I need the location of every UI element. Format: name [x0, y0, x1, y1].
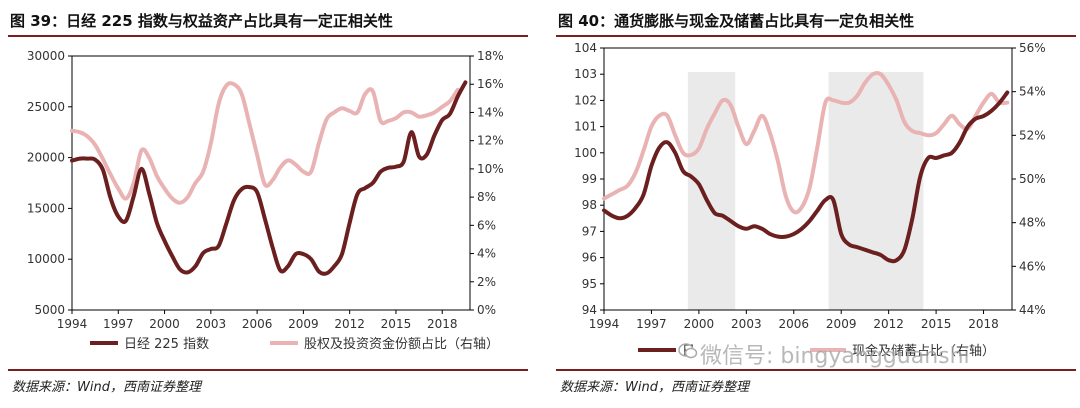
- figure-40-bottom-rule: [556, 369, 1076, 371]
- left-axis-tick-label: 20000: [27, 151, 65, 165]
- left-axis-tick-label: 5000: [34, 303, 65, 317]
- left-axis-tick-label: 100: [574, 146, 597, 160]
- x-axis-tick-label: 1994: [57, 317, 88, 331]
- left-axis-tick-label: 95: [582, 277, 597, 291]
- right-axis-tick-label: 10%: [477, 162, 504, 176]
- right-axis-tick-label: 54%: [1019, 85, 1046, 99]
- x-axis-tick-label: 2015: [921, 317, 952, 331]
- figure-39-source: 数据来源：Wind，西南证券整理: [12, 380, 201, 395]
- left-axis-tick-label: 101: [574, 120, 597, 134]
- x-axis-tick-label: 2012: [334, 317, 365, 331]
- figure-40-panel: 图 40：通货膨胀与现金及储蓄占比具有一定负相关性 94 95 96 97 98 99 10…: [548, 0, 1080, 408]
- left-axis-tick-label: 98: [582, 198, 597, 212]
- right-axis-tick-label: 46%: [1019, 259, 1046, 273]
- figure-40-title: 图 40：通货膨胀与现金及储蓄占比具有一定负相关性: [558, 12, 915, 30]
- figure-39-bottom-rule: [8, 369, 528, 371]
- series-line-1: [70, 81, 460, 205]
- series-line-0: [602, 90, 1010, 264]
- right-axis-tick-label: 0%: [477, 303, 496, 317]
- left-axis-tick-label: 102: [574, 93, 597, 107]
- x-axis-tick-label: 2006: [778, 317, 809, 331]
- right-axis-tick-label: 14%: [477, 105, 504, 119]
- left-axis-tick-label: 103: [574, 67, 597, 81]
- x-axis-tick-label: 2006: [242, 317, 273, 331]
- left-axis-tick-label: 10000: [27, 252, 65, 266]
- left-axis-tick-label: 97: [582, 224, 597, 238]
- left-axis-tick-label: 25000: [27, 100, 65, 114]
- right-axis-tick-label: 16%: [477, 77, 504, 91]
- right-axis-tick-label: 44%: [1019, 303, 1046, 317]
- x-axis-tick-label: 1997: [636, 317, 667, 331]
- x-axis-tick-label: 1994: [589, 317, 620, 331]
- x-axis-tick-label: 2009: [288, 317, 319, 331]
- right-axis-tick-label: 52%: [1019, 128, 1046, 142]
- left-axis-tick-label: 30000: [27, 49, 65, 63]
- right-axis-tick-label: 56%: [1019, 41, 1046, 55]
- right-axis-tick-label: 6%: [477, 218, 496, 232]
- series-line-1: [602, 70, 1010, 215]
- figure-39-panel: 图 39：日经 225 指数与权益资产占比具有一定正相关性 5000 10000 1…: [0, 0, 532, 408]
- plot-frame: [603, 47, 1013, 311]
- wechat-icon: [678, 343, 698, 359]
- right-axis-tick-label: 18%: [477, 49, 504, 63]
- right-axis-tick-label: 48%: [1019, 216, 1046, 230]
- x-axis-tick-label: 2018: [968, 317, 999, 331]
- left-axis-tick-label: 94: [582, 303, 597, 317]
- figure-40-chart: 94 95 96 97 98 99 100 101 102 103 104 44% 46% 48% 50% 5…: [574, 41, 1046, 359]
- x-axis-tick-label: 2018: [427, 317, 458, 331]
- legend-label-0: 日经 225 指数: [124, 337, 209, 352]
- right-axis-tick-label: 50%: [1019, 172, 1046, 186]
- x-axis-tick-label: 1997: [103, 317, 134, 331]
- figure-40-source: 数据来源：Wind，西南证券整理: [560, 380, 749, 395]
- figure-39-title: 图 39：日经 225 指数与权益资产占比具有一定正相关性: [10, 12, 393, 30]
- legend-label-1: 现金及储蓄占比（右轴）: [852, 343, 995, 359]
- x-axis-tick-label: 2003: [731, 317, 762, 331]
- x-axis-tick-label: 2015: [381, 317, 412, 331]
- left-axis-tick-label: 104: [574, 41, 597, 55]
- left-axis-tick-label: 99: [582, 172, 597, 186]
- right-axis-tick-label: 8%: [477, 190, 496, 204]
- x-axis-tick-label: 2009: [826, 317, 857, 331]
- figure-39-top-rule: [8, 35, 528, 37]
- series-line-0: [70, 80, 468, 276]
- legend-label-1: 股权及投资资金份额占比（右轴）: [304, 336, 499, 352]
- figure-39-chart: 5000 10000 15000 20000 25000 30000 0% 2% 4% 6% 8% 1…: [27, 49, 504, 352]
- x-axis-tick-label: 2003: [196, 317, 227, 331]
- shaded-period-0: [687, 72, 736, 310]
- left-axis-tick-label: 96: [582, 251, 597, 265]
- right-axis-tick-label: 2%: [477, 275, 496, 289]
- shaded-period-1: [828, 72, 924, 310]
- right-axis-tick-label: 12%: [477, 134, 504, 148]
- watermark-text: 微信号: bingyangguanshi: [700, 344, 970, 369]
- left-axis-tick-label: 15000: [27, 201, 65, 215]
- plot-frame: [71, 55, 471, 311]
- x-axis-tick-label: 2000: [684, 317, 715, 331]
- figure-40-top-rule: [556, 35, 1076, 37]
- right-axis-tick-label: 4%: [477, 247, 496, 261]
- x-axis-tick-label: 2012: [873, 317, 904, 331]
- x-axis-tick-label: 2000: [149, 317, 180, 331]
